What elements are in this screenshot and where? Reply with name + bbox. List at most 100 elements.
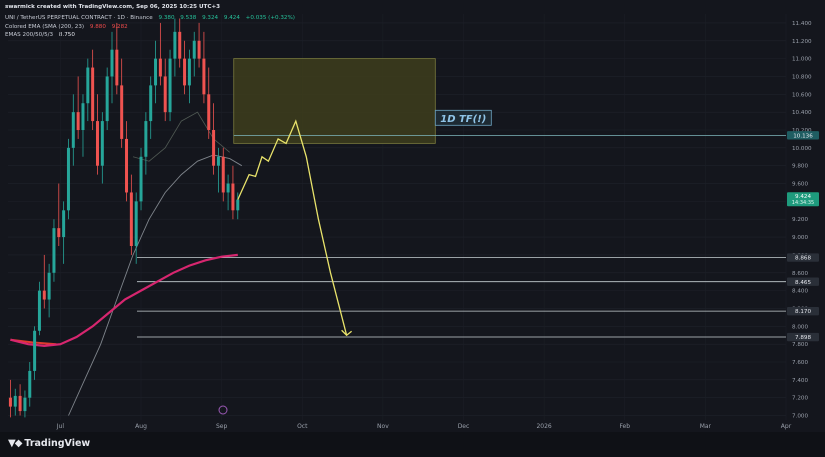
candle-body: [154, 58, 158, 86]
x-tick-label: Dec: [458, 423, 470, 430]
x-tick-label: Oct: [297, 423, 308, 430]
candle-body: [163, 76, 167, 113]
x-tick-label: Aug: [135, 423, 147, 430]
indicator-2[interactable]: EMAS 200/50/5/3 8.750: [5, 32, 75, 39]
candle-body: [134, 201, 138, 246]
y-tick-label: 7.000: [792, 414, 808, 420]
chart-credit: swarmick created with TradingView.com, S…: [5, 4, 221, 10]
candle-body: [105, 76, 109, 122]
candle-body: [91, 67, 95, 122]
candle-body: [178, 31, 182, 59]
candle-body: [202, 58, 206, 95]
candle-body: [13, 395, 17, 407]
candle-body: [207, 94, 211, 130]
level-label: 8.868: [795, 256, 811, 262]
candle-body: [221, 156, 225, 193]
ema-gray-line-2: [132, 111, 230, 162]
y-tick-label: 8.600: [792, 271, 808, 277]
x-tick-label: Nov: [377, 423, 389, 430]
candle-body: [183, 58, 187, 86]
candle-body: [197, 40, 201, 59]
candle-body: [18, 395, 22, 412]
candle-body: [8, 397, 12, 407]
candle-body: [28, 370, 32, 398]
candle-body: [52, 228, 56, 273]
candle-body: [158, 58, 162, 77]
tradingview-logo: ▼◆ TradingView: [8, 438, 90, 449]
y-tick-label: 10.800: [792, 74, 812, 80]
candle-body: [149, 85, 153, 122]
candle-body: [42, 290, 46, 300]
candle-body: [86, 67, 90, 104]
ohlc-low: 9.324: [202, 15, 219, 21]
candle-body: [236, 199, 240, 211]
x-tick-label: Jul: [56, 423, 65, 430]
level-label-box: [787, 332, 819, 342]
candle-body: [173, 31, 177, 59]
candle-body: [187, 58, 191, 86]
tradingview-logo-icon: ▼◆: [8, 438, 22, 449]
indicator-1-name: Colored EMA (SMA (200, 23): [5, 24, 85, 30]
annotation-label: 1D TF(!): [440, 114, 486, 125]
candle-body: [212, 130, 216, 166]
candle-body: [47, 272, 51, 300]
y-tick-label: 11.400: [792, 21, 812, 27]
indicator-2-name: EMAS 200/50/5/3: [5, 32, 54, 38]
x-tick-label: Mar: [700, 423, 712, 430]
y-tick-label: 8.400: [792, 289, 808, 295]
x-tick-label: Feb: [619, 423, 630, 430]
candle-body: [71, 112, 75, 148]
countdown-label: 14:34:35: [792, 200, 814, 206]
y-tick-label: 7.800: [792, 342, 808, 348]
symbol-name: UNI / TetherUS PERPETUAL CONTRACT · 1D ·…: [5, 15, 153, 21]
y-tick-label: 10.600: [792, 92, 812, 98]
candle-body: [129, 192, 133, 246]
current-price-box: [787, 192, 819, 207]
footer-bar: [0, 432, 825, 457]
y-tick-label: 10.000: [792, 146, 812, 152]
candle-body: [216, 156, 220, 166]
y-tick-label: 7.600: [792, 360, 808, 366]
y-tick-label: 11.200: [792, 39, 812, 45]
candle-body: [76, 112, 80, 130]
ohlc-high: 9.538: [180, 15, 197, 21]
candle-body: [95, 121, 99, 166]
candle-body: [100, 121, 104, 166]
y-tick-label: 10.400: [792, 110, 812, 116]
candle-body: [115, 49, 119, 86]
candle-body: [57, 228, 61, 238]
level-label-box: [787, 277, 819, 286]
candle-body: [66, 147, 70, 211]
candle-body: [33, 330, 37, 371]
supply-zone: [233, 58, 436, 144]
current-price-label: 9.424: [795, 194, 811, 200]
candle-body: [139, 156, 143, 202]
projection-path: [237, 119, 348, 336]
candle-body: [144, 121, 148, 157]
annotation-box: [434, 109, 492, 126]
candle-body: [110, 49, 114, 77]
level-label-box: [787, 306, 819, 316]
candle-body: [120, 85, 124, 139]
price-chart[interactable]: 7.0007.2007.4007.6007.8008.0008.2008.400…: [0, 0, 825, 432]
ohlc-close: 9.424: [223, 15, 240, 21]
x-tick-label: Apr: [781, 423, 792, 430]
candle-body: [81, 103, 85, 130]
indicator-1-value-1: 9.880: [89, 24, 106, 30]
y-tick-label: 11.000: [792, 57, 812, 63]
candle-body: [125, 138, 129, 193]
y-tick-label: 10.200: [792, 128, 812, 134]
y-tick-label: 9.200: [792, 217, 808, 223]
level-label: 8.465: [795, 280, 811, 286]
level-label: 7.898: [795, 335, 811, 341]
tradingview-logo-text: TradingView: [24, 438, 91, 449]
indicator-1[interactable]: Colored EMA (SMA (200, 23) 9.880 9.282: [5, 24, 128, 31]
ohlc-change: +0.035 (+0.32%): [245, 15, 295, 21]
projection-arrowhead: [341, 329, 353, 337]
y-tick-label: 9.600: [792, 182, 808, 188]
level-label: 8.170: [795, 309, 811, 315]
candle-body: [62, 210, 66, 238]
ema-pink-line: [10, 253, 238, 348]
y-tick-label: 7.200: [792, 396, 808, 402]
